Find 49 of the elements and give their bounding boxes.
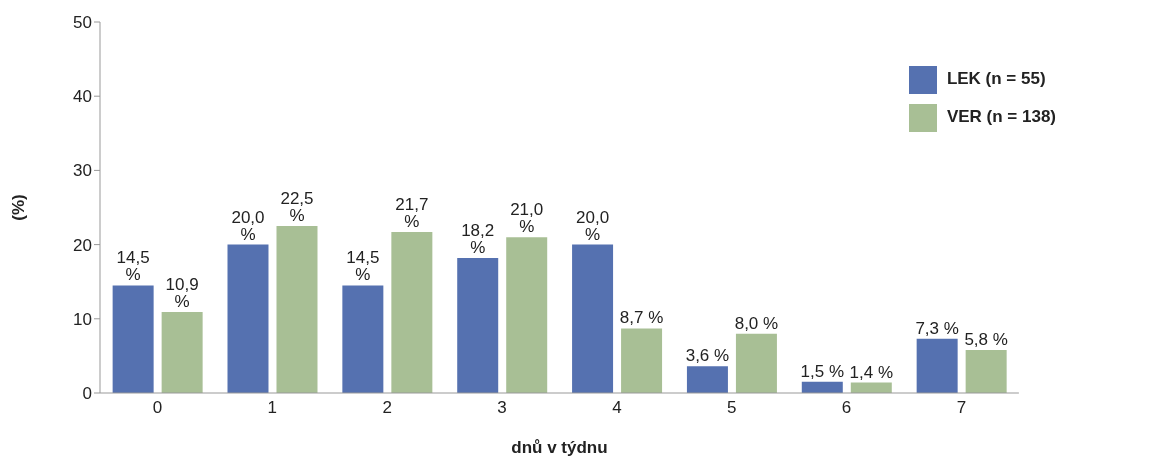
data-label: 7,3 % xyxy=(915,318,959,338)
data-label: 21,0 % xyxy=(510,200,544,237)
x-tick-label: 4 xyxy=(612,398,622,418)
data-label: 1,5 % xyxy=(800,361,845,381)
data-label: 14,5 % xyxy=(346,248,380,285)
data-label: 18,2 % xyxy=(461,220,495,257)
bar xyxy=(276,226,318,393)
y-tick-label: 10 xyxy=(73,309,92,329)
data-label: 10,9 % xyxy=(165,275,199,312)
bar xyxy=(161,312,203,393)
data-label: 20,0 % xyxy=(231,207,265,244)
bar xyxy=(686,366,728,393)
bar xyxy=(457,257,499,393)
x-tick-label: 1 xyxy=(267,398,278,418)
bar xyxy=(735,333,777,393)
bar xyxy=(506,237,548,393)
y-tick-label: 0 xyxy=(82,384,92,404)
bar xyxy=(112,285,154,393)
y-tick-label: 30 xyxy=(73,161,92,181)
data-label: 22,5 % xyxy=(280,189,314,226)
data-label: 8,7 % xyxy=(619,308,664,328)
data-label: 1,4 % xyxy=(849,362,894,382)
x-tick-label: 0 xyxy=(152,398,163,418)
y-tick-label: 40 xyxy=(73,87,92,107)
x-tick-label: 7 xyxy=(956,398,967,418)
data-label: 20,0 % xyxy=(576,207,610,244)
bar xyxy=(227,244,269,393)
x-tick-label: 3 xyxy=(497,398,507,418)
bar xyxy=(621,328,663,393)
legend-label: VER (n = 138) xyxy=(946,107,1056,126)
x-tick-label: 5 xyxy=(726,398,737,418)
bar xyxy=(572,244,614,393)
data-label: 5,8 % xyxy=(964,329,1008,349)
x-tick-label: 6 xyxy=(841,398,852,418)
data-label: 3,6 % xyxy=(685,346,730,366)
bar xyxy=(801,381,843,393)
bar xyxy=(342,285,384,393)
data-label: 14,5 % xyxy=(116,248,150,285)
legend-label: LEK (n = 55) xyxy=(946,69,1046,88)
bar xyxy=(916,338,958,393)
y-tick-label: 20 xyxy=(73,235,92,255)
data-label: 8,0 % xyxy=(734,313,779,333)
y-axis-title: (%) xyxy=(9,194,29,221)
bar xyxy=(391,231,433,393)
data-label: 21,7 % xyxy=(395,194,429,231)
bar xyxy=(965,349,1007,393)
x-tick-label: 2 xyxy=(382,398,392,418)
y-tick-label: 50 xyxy=(73,13,92,33)
x-axis-title: dnů v týdnu xyxy=(511,438,608,457)
